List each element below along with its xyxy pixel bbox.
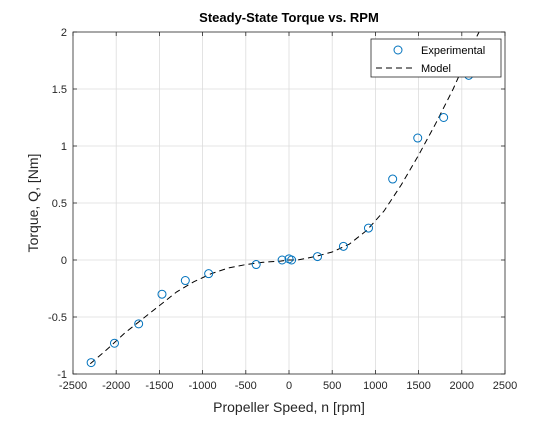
x-axis-label: Propeller Speed, n [rpm] <box>213 399 365 415</box>
y-tick-label: -1 <box>57 369 67 381</box>
y-tick-label: 1 <box>61 141 67 153</box>
experimental-point <box>180 276 190 286</box>
experimental-point <box>157 289 167 299</box>
experimental-point <box>251 260 261 270</box>
x-tick-label: 1000 <box>363 380 387 392</box>
y-tick-label: 2 <box>61 27 67 39</box>
chart-title: Steady-State Torque vs. RPM <box>199 10 379 25</box>
experimental-point <box>277 255 287 265</box>
x-tick-label: 0 <box>286 380 292 392</box>
legend-marker-experimental <box>393 45 403 55</box>
y-tick-label: -0.5 <box>48 312 67 324</box>
experimental-point <box>388 174 398 184</box>
x-tick-label: -1500 <box>145 380 173 392</box>
y-tick-label: 0 <box>61 255 67 267</box>
legend-box <box>370 38 502 78</box>
experimental-point <box>439 113 449 122</box>
experimental-point <box>287 255 297 265</box>
y-tick-label: 1.5 <box>52 84 67 96</box>
experimental-point <box>363 223 373 233</box>
experimental-point <box>109 338 119 348</box>
x-tick-label: 500 <box>323 380 341 392</box>
experimental-point <box>413 133 423 143</box>
y-tick-label: 0.5 <box>52 198 67 210</box>
experimental-point <box>134 319 144 329</box>
experimental-point <box>204 269 214 279</box>
experimental-point <box>86 358 96 368</box>
x-tick-label: 2500 <box>493 380 517 392</box>
y-axis-label: Torque, Q, [Nm] <box>25 154 41 253</box>
x-tick-label: -2500 <box>59 380 87 392</box>
x-tick-label: 1500 <box>406 380 430 392</box>
plot-content <box>86 31 499 368</box>
legend: Experimental Model <box>370 38 502 78</box>
legend-label-experimental: Experimental <box>421 45 485 57</box>
legend-label-model: Model <box>421 63 451 75</box>
x-tick-label: -2000 <box>102 380 130 392</box>
experimental-point <box>313 252 323 262</box>
x-tick-label: -500 <box>235 380 257 392</box>
experimental-point <box>338 241 348 251</box>
x-tick-label: 2000 <box>450 380 474 392</box>
x-tick-label: -1000 <box>189 380 217 392</box>
axis-ticks: -2500 -2000 -1500 -1000 -500 0 500 1000 1500 2000… <box>48 27 517 392</box>
